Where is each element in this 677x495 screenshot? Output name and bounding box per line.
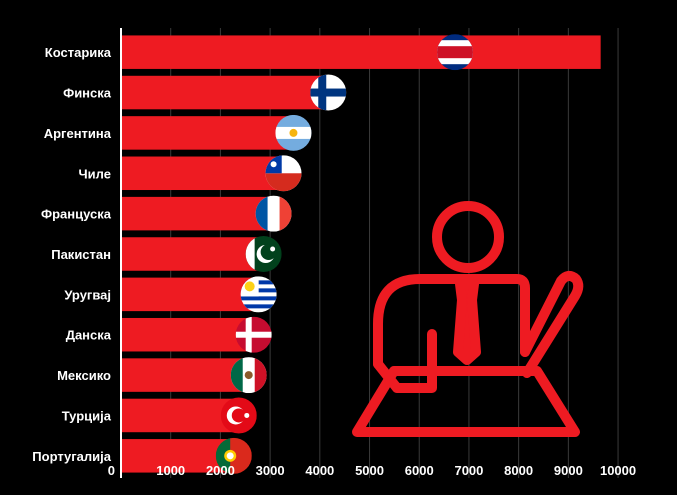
category-label: Данска: [66, 328, 112, 343]
category-label: Француска: [41, 207, 112, 222]
x-tick-label: 7000: [454, 463, 483, 478]
category-label: Турција: [62, 408, 112, 423]
x-tick-labels: 0 1000 2000 3000 4000 5000 6000 7000 8000 9000 100…: [108, 463, 636, 478]
flag-finland-icon: [310, 74, 347, 111]
flag-denmark-icon: [235, 316, 272, 353]
category-label: Мексико: [57, 368, 111, 383]
bar: [121, 116, 298, 150]
flag-mexico-icon: [230, 357, 267, 394]
bar: [121, 277, 263, 312]
bar: [121, 196, 278, 231]
category-label: Пакистан: [51, 247, 111, 262]
x-tick-label: 9000: [554, 463, 583, 478]
category-label: Финска: [63, 86, 112, 101]
flag-chile-icon: [265, 155, 302, 192]
flag-france-icon: [255, 195, 292, 232]
flag-pakistan-icon: [245, 236, 282, 272]
flag-uruguay-icon: [240, 276, 277, 313]
flags: [215, 34, 473, 474]
bar: [121, 237, 268, 271]
category-label: Аргентина: [44, 126, 112, 141]
bar: [121, 75, 333, 110]
x-tick-label: 1000: [156, 463, 185, 478]
x-tick-label: 6000: [405, 463, 434, 478]
x-tick-label: 5000: [355, 463, 384, 478]
flag-argentina-icon: [275, 114, 312, 151]
bar: [121, 317, 258, 352]
category-label: Португалија: [32, 449, 111, 464]
x-tick-label: 3000: [256, 463, 285, 478]
flag-turkey-icon: [220, 397, 257, 434]
x-tick-label: 10000: [600, 463, 636, 478]
x-tick-label: 4000: [305, 463, 334, 478]
category-label: Уругвај: [64, 287, 111, 302]
bars: [121, 35, 601, 473]
teacher-icon: [352, 201, 584, 437]
x-tick-label: 8000: [504, 463, 533, 478]
bar: [121, 156, 288, 191]
flag-portugal-icon: [215, 437, 252, 474]
x-tick-label: 2000: [206, 463, 235, 478]
category-label: Костарика: [45, 45, 112, 60]
x-tick-label: 0: [108, 463, 115, 478]
bar: [121, 35, 601, 69]
category-label: Чиле: [79, 166, 111, 181]
flag-costa-rica-icon: [437, 34, 473, 71]
category-labels: Костарика Финска Аргентина Чиле Француска Пак…: [32, 45, 111, 464]
